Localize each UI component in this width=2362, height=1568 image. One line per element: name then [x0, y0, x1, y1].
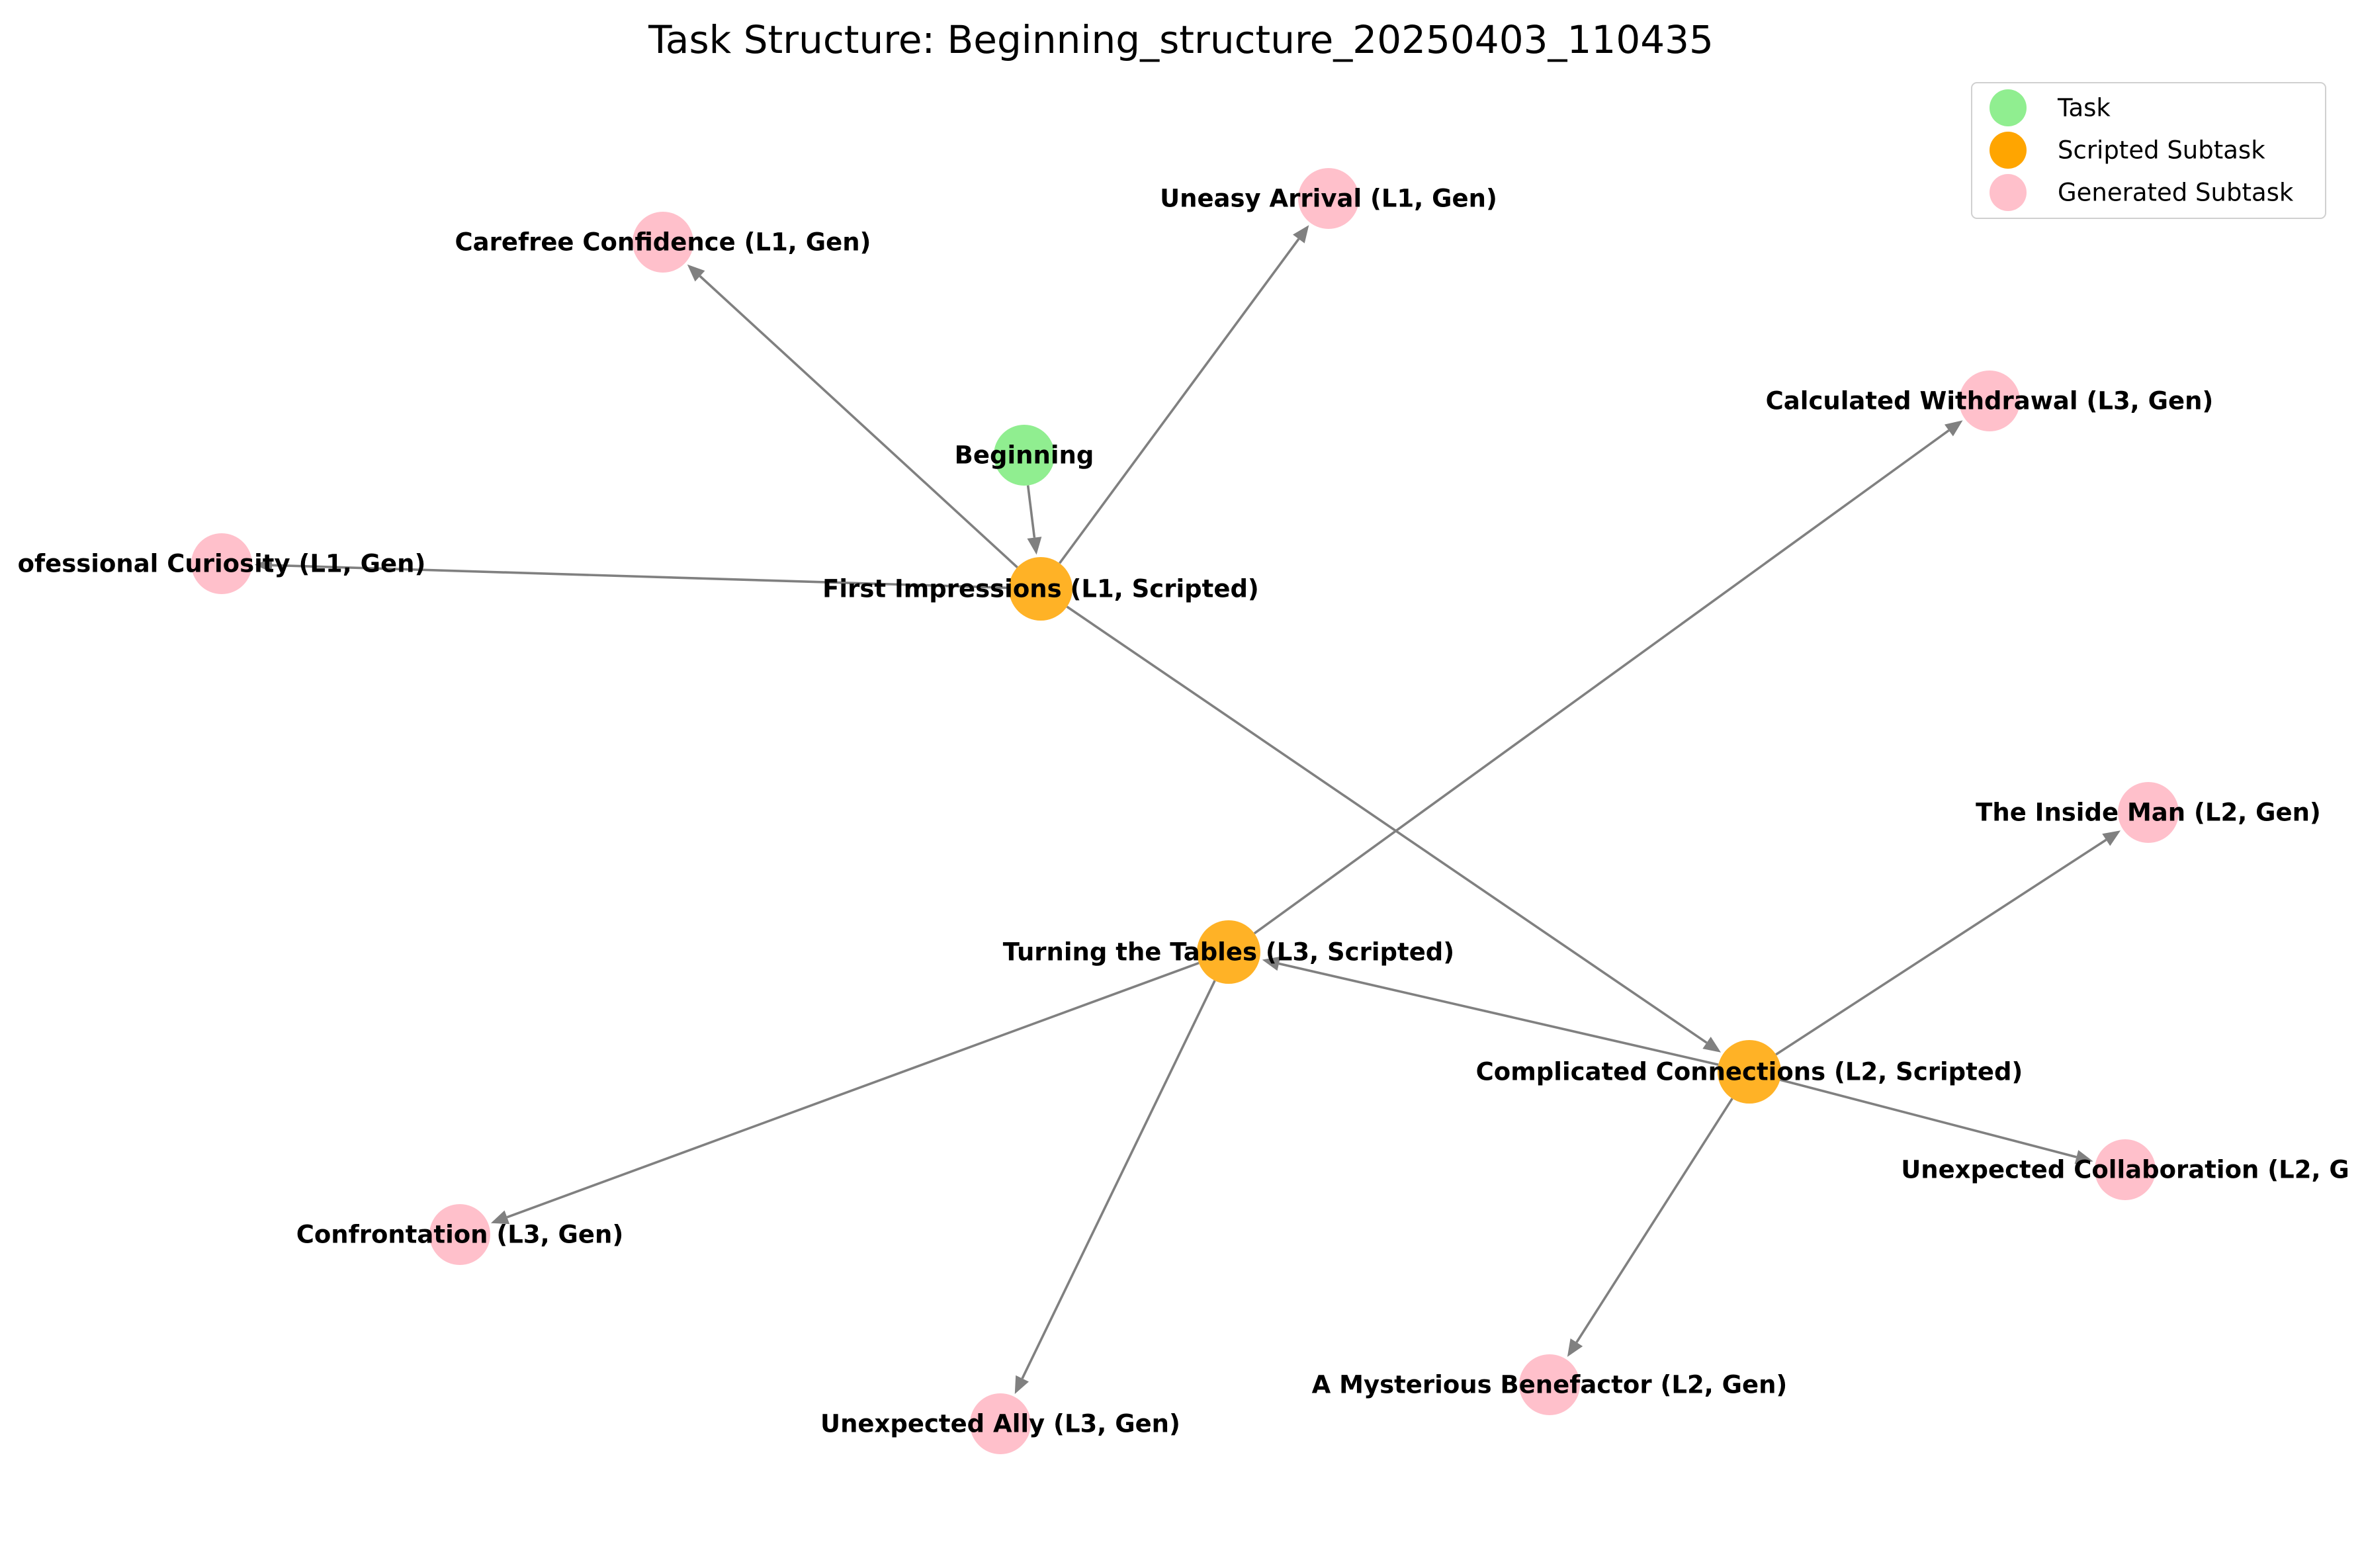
edge-line [1575, 1098, 1733, 1343]
node-inside-man [2118, 782, 2179, 843]
legend-label-task: Task [2057, 94, 2111, 122]
edge-complicated_connections-to-inside_man [1775, 830, 2121, 1056]
node-unexpected-ally [970, 1393, 1031, 1454]
arrowhead-icon [2074, 1150, 2093, 1164]
node-complicated-connections [1718, 1040, 1781, 1104]
node-label-complicated-connections: Complicated Connections (L2, Scripted) [1476, 1058, 2023, 1086]
edge-line [1775, 838, 2107, 1056]
node-carefree-confidence [633, 212, 693, 273]
arrowhead-icon [1944, 420, 1963, 437]
edges-layer [254, 225, 2121, 1394]
arrowhead-icon [490, 1210, 510, 1225]
node-label-inside-man: The Inside Man (L2, Gen) [1976, 799, 2321, 827]
edge-complicated_connections-to-unexpected_collaboration [1779, 1078, 2093, 1164]
legend-label-scripted: Scripted Subtask [2058, 136, 2265, 165]
nodes-layer [191, 168, 2179, 1454]
node-label-carefree-confidence: Carefree Confidence (L1, Gen) [455, 228, 871, 257]
legend: Task Scripted Subtask Generated Subtask [1971, 82, 2326, 219]
edge-turning_tables-to-confrontation [490, 961, 1200, 1225]
node-label-confrontation: Confrontation (L3, Gen) [296, 1221, 624, 1249]
edge-line [1059, 238, 1300, 564]
edge-line [699, 275, 1018, 568]
edge-line [1278, 962, 1719, 1066]
arrowhead-icon [1567, 1338, 1583, 1357]
node-professional-curiosity [191, 533, 252, 594]
edge-beginning-to-first_impressions [1026, 485, 1042, 555]
edge-first_impressions-to-complicated_connections [1066, 605, 1722, 1053]
edge-turning_tables-to-unexpected_ally [1014, 980, 1216, 1394]
arrowhead-icon [1027, 537, 1042, 555]
node-label-mysterious-benefactor: A Mysterious Benefactor (L2, Gen) [1312, 1371, 1788, 1399]
legend-marker-task [1990, 89, 2027, 126]
arrowhead-icon [1262, 956, 1281, 971]
node-calculated-withdrawal [1959, 370, 2020, 431]
node-label-first-impressions: First Impressions (L1, Scripted) [822, 575, 1259, 603]
edge-line [1253, 429, 1950, 935]
edge-complicated_connections-to-mysterious_benefactor [1567, 1098, 1733, 1357]
node-beginning [994, 425, 1055, 486]
edge-turning_tables-to-calculated_withdrawal [1253, 420, 1963, 935]
node-label-professional-curiosity: ofessional Curiosity (L1, Gen) [18, 550, 426, 578]
node-turning-tables [1197, 920, 1260, 984]
edge-line [1021, 980, 1216, 1379]
node-unexpected-collaboration [2095, 1139, 2156, 1200]
arrowhead-icon [1702, 1036, 1722, 1053]
edge-line [1026, 485, 1036, 538]
node-label-beginning: Beginning [955, 441, 1094, 470]
node-label-turning-tables: Turning the Tables (L3, Scripted) [1003, 938, 1454, 967]
diagram-title: Task Structure: Beginning_structure_2025… [648, 17, 1714, 62]
edge-line [271, 564, 1010, 589]
legend-frame [1971, 82, 2326, 219]
arrowhead-icon [254, 558, 273, 573]
edge-first_impressions-to-carefree_confidence [687, 264, 1018, 568]
node-label-unexpected-collaboration: Unexpected Collaboration (L2, G [1901, 1156, 2349, 1184]
arrowhead-icon [2102, 830, 2121, 846]
edge-first_impressions-to-professional_curiosity [254, 558, 1010, 589]
node-label-calculated-withdrawal: Calculated Withdrawal (L3, Gen) [1766, 387, 2214, 415]
legend-marker-generated [1990, 174, 2027, 211]
edge-line [1066, 605, 1708, 1044]
edge-line [506, 961, 1200, 1219]
labels-layer: Beginning First Impressions (L1, Scripted… [18, 185, 2349, 1438]
legend-marker-scripted [1990, 132, 2027, 169]
edge-complicated_connections-to-turning_tables [1262, 956, 1719, 1066]
edge-line [1779, 1078, 2077, 1158]
node-uneasy-arrival [1298, 168, 1359, 229]
arrowhead-icon [687, 264, 705, 282]
arrowhead-icon [1293, 225, 1309, 243]
node-first-impressions [1009, 557, 1072, 621]
node-label-unexpected-ally: Unexpected Ally (L3, Gen) [820, 1410, 1180, 1438]
node-mysterious-benefactor [1519, 1354, 1580, 1415]
arrowhead-icon [1014, 1375, 1029, 1394]
legend-label-generated: Generated Subtask [2058, 179, 2294, 207]
node-confrontation [429, 1204, 490, 1265]
node-label-uneasy-arrival: Uneasy Arrival (L1, Gen) [1160, 185, 1497, 213]
edge-first_impressions-to-uneasy_arrival [1059, 225, 1309, 564]
